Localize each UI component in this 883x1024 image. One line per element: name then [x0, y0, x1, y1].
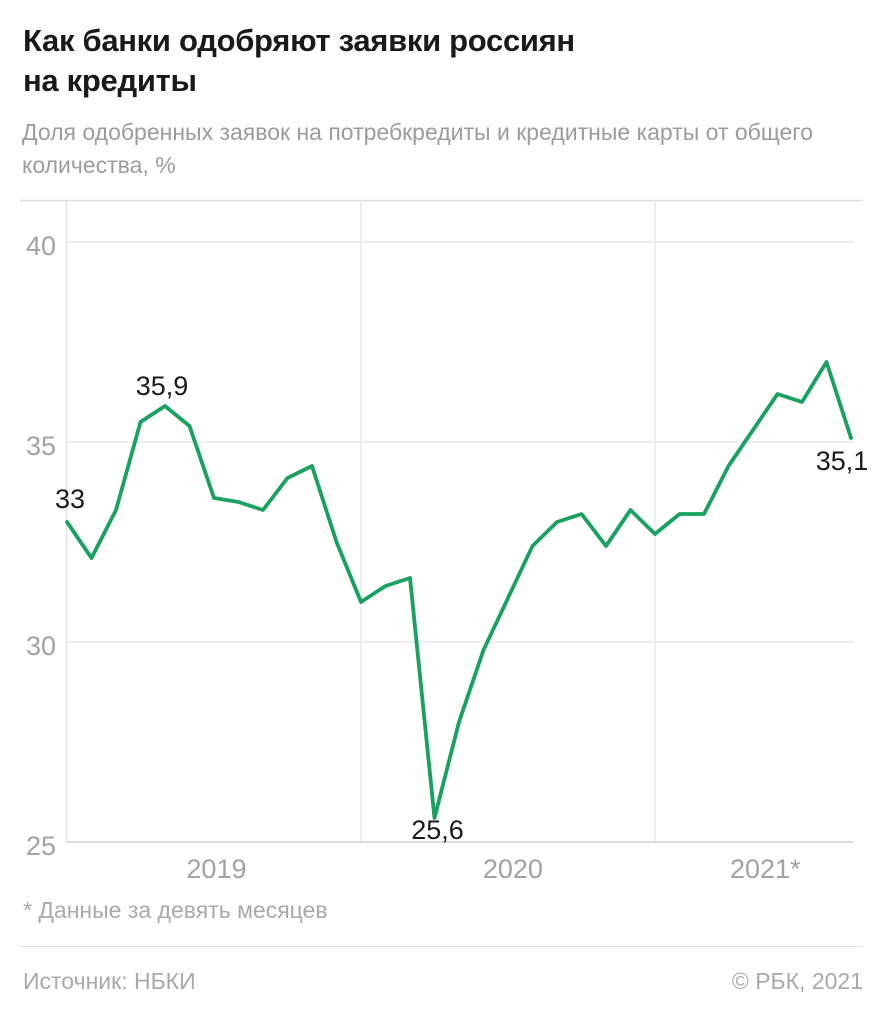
- y-tick-label: 30: [26, 631, 56, 661]
- data-point-label: 35,1: [816, 446, 869, 476]
- copyright-label: © РБК, 2021: [731, 968, 863, 994]
- y-tick-label: 35: [26, 431, 56, 461]
- page-title: Как банки одобряют заявки россиян на кре…: [23, 23, 575, 98]
- y-tick-label: 25: [26, 831, 56, 861]
- x-tick-label: 2021*: [730, 854, 801, 884]
- x-tick-label: 2020: [483, 854, 543, 884]
- page-subtitle: Доля одобренных заявок на потребкредиты …: [22, 119, 813, 178]
- footer-divider: [20, 946, 863, 947]
- data-point-label: 35,9: [136, 371, 189, 401]
- series-line: [65, 360, 853, 820]
- source-row: Источник: НБКИ © РБК, 2021: [23, 968, 863, 995]
- x-tick-label: 2019: [186, 854, 246, 884]
- source-label: Источник: НБКИ: [23, 968, 196, 994]
- data-point-label: 25,6: [411, 815, 464, 845]
- data-point-label: 33: [55, 484, 85, 514]
- footnote: * Данные за девять месяцев: [23, 897, 328, 923]
- y-tick-label: 40: [26, 231, 56, 261]
